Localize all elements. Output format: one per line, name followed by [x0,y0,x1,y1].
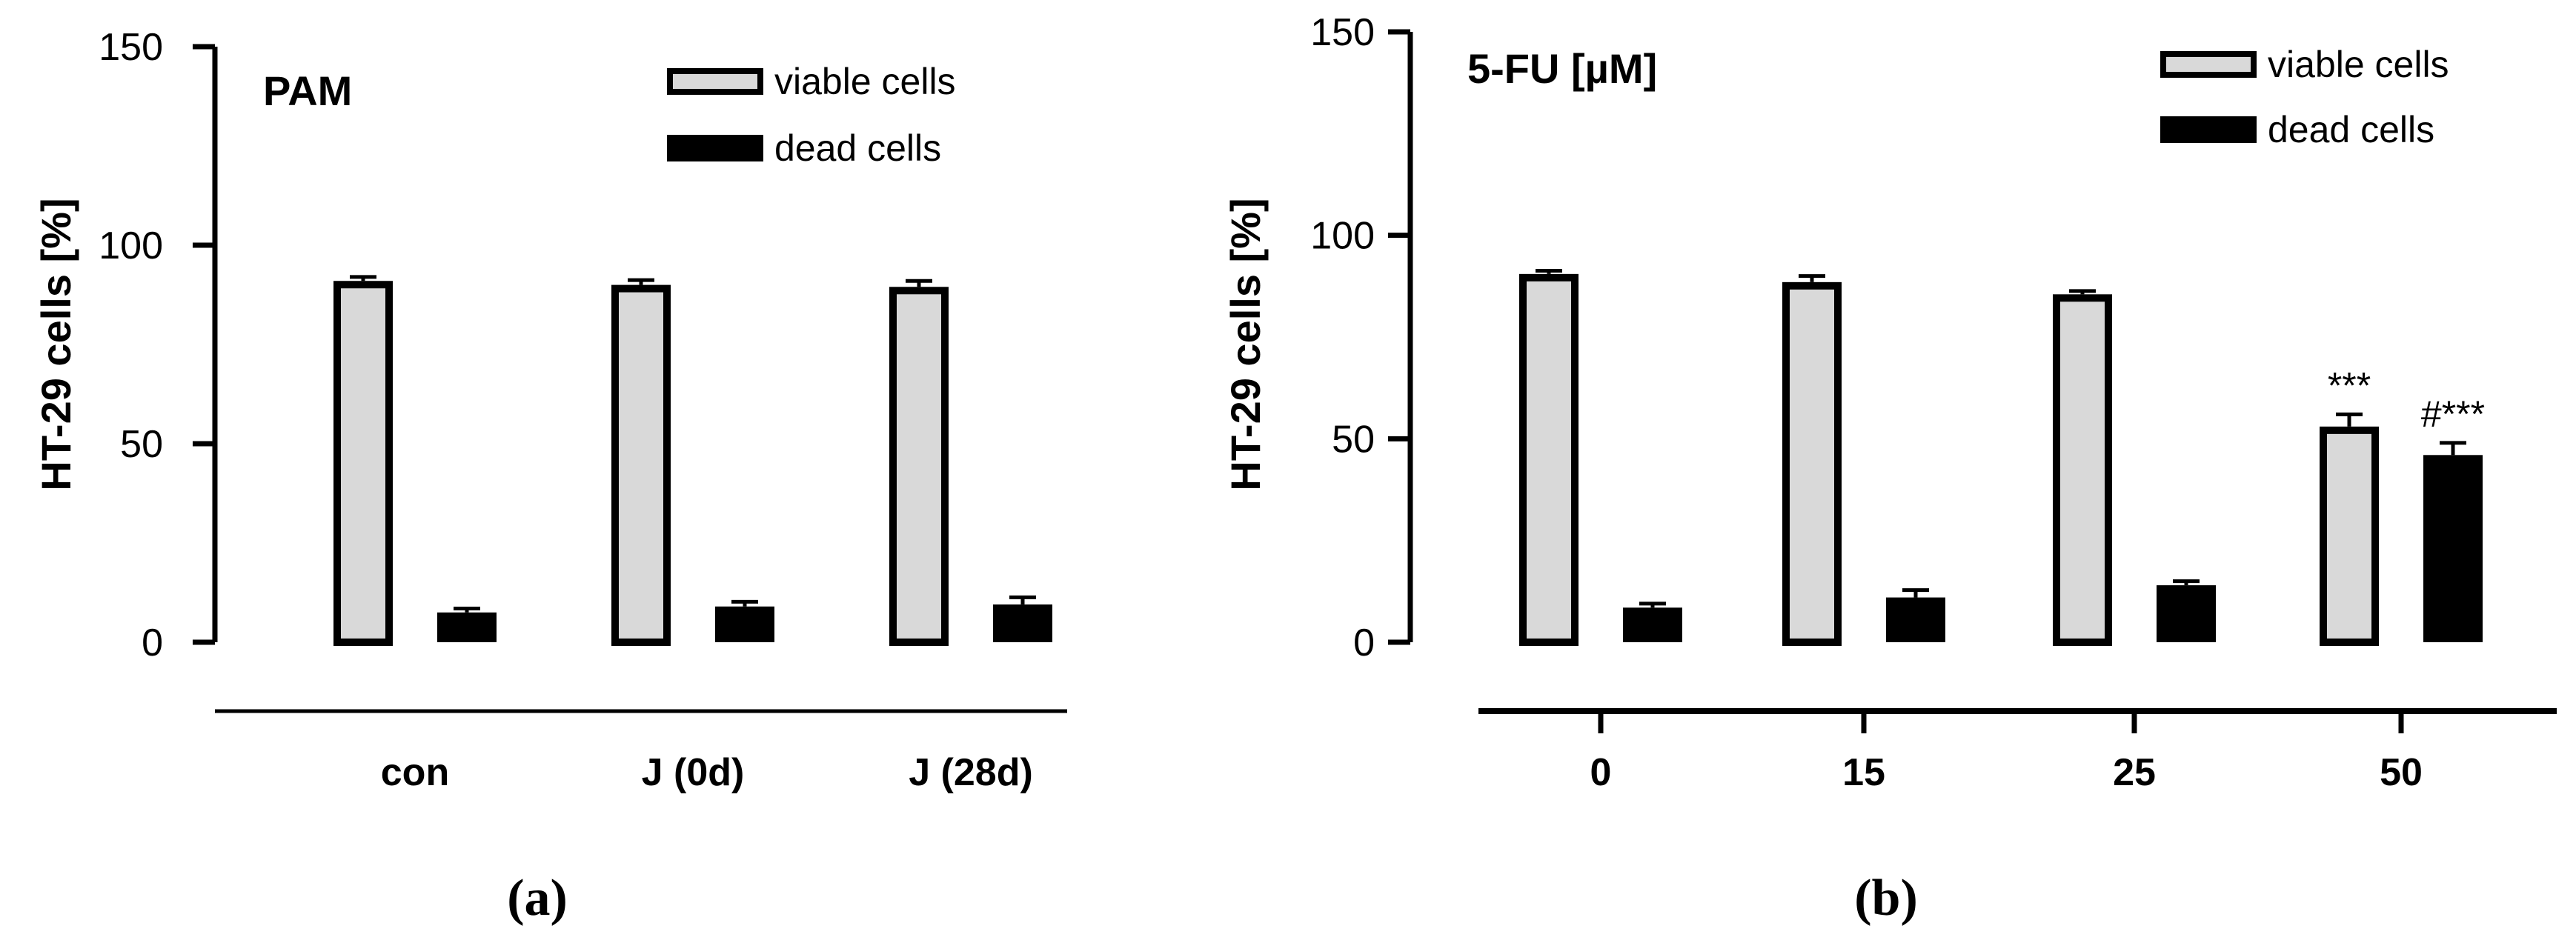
x-category-label: 25 [2113,751,2156,794]
chart-inset-title: 5-FU [µM] [1467,45,1657,92]
y-tick-label: 150 [1310,11,1375,54]
bar-viable-cells [333,281,393,646]
legend-swatch [2160,51,2257,78]
significance-annotation: *** [2328,364,2371,406]
legend-swatch [667,68,763,95]
bar-viable-cells [2053,294,2112,646]
bar-dead-cells [1623,607,1682,642]
x-category-label: 50 [2380,751,2423,794]
legend-label: dead cells [2268,109,2434,150]
bar-dead-cells [437,612,497,642]
significance-annotation: #*** [2421,393,2485,435]
y-tick-label: 100 [99,224,163,267]
chart-inset-title: PAM [263,67,352,114]
y-tick-label: 150 [99,26,163,69]
y-tick-label: 0 [1353,621,1375,664]
chart-panel-a: 0 50 100 150 con J (0d) J (28d) HT-29 cells [%]… [33,26,1067,927]
x-category-label: J (0d) [642,751,745,794]
y-axis-title: HT-29 cells [%] [1222,198,1269,490]
y-tick-label: 50 [120,423,163,466]
bar-dead-cells [1886,597,1945,642]
legend-swatch [667,135,763,161]
bar-dead-cells [715,606,774,642]
panel-label: (a) [507,870,568,927]
bar-viable-cells [2320,426,2379,646]
bar-viable-cells [1519,273,1579,646]
bar-dead-cells [993,604,1052,642]
x-category-label: con [381,751,449,794]
bar-dead-cells [2423,455,2483,642]
legend-label: viable cells [774,61,956,102]
bar-viable-cells [1782,281,1842,646]
x-category-label: J (28d) [909,751,1033,794]
bar-dead-cells [2157,585,2216,642]
y-tick-label: 50 [1332,418,1375,461]
bar-viable-cells [889,287,949,646]
y-tick-label: 0 [142,621,163,664]
legend-label: dead cells [774,127,941,169]
legend-label: viable cells [2268,44,2449,85]
bar-viable-cells [611,284,671,646]
chart-panel-b: 0 50 100 150 0 15 25 50 *** #*** HT-29 cells [%] 5-… [1222,11,2557,927]
y-axis-title: HT-29 cells [%] [33,198,79,490]
legend-swatch [2160,116,2257,143]
x-category-label: 15 [1842,751,1885,794]
x-category-label: 0 [1590,751,1612,794]
y-tick-label: 100 [1310,215,1375,258]
panel-label: (b) [1854,870,1918,927]
